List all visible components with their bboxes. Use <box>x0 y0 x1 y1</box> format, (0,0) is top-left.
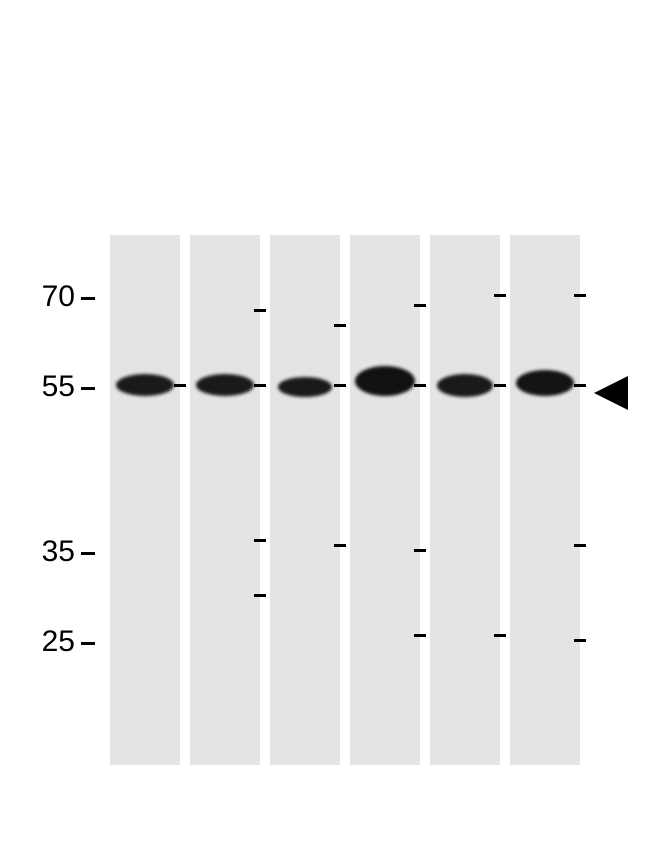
lane-tick-icon <box>254 539 266 542</box>
mw-marker-value: 70 <box>42 280 75 313</box>
blot-lane <box>270 235 340 765</box>
blot-lane <box>350 235 420 765</box>
lane-tick-icon <box>574 544 586 547</box>
lane-tick-icon <box>414 384 426 387</box>
blot-lane <box>510 235 580 765</box>
lane-background <box>270 235 340 765</box>
lane-tick-icon <box>174 384 186 387</box>
blot-lane <box>110 235 180 765</box>
protein-band <box>437 374 493 397</box>
lane-tick-icon <box>414 304 426 307</box>
lane-background <box>350 235 420 765</box>
mw-marker-value: 25 <box>42 625 75 658</box>
protein-band <box>355 366 415 396</box>
lane-background <box>190 235 260 765</box>
lane-tick-icon <box>254 384 266 387</box>
marker-dash-icon <box>81 642 95 645</box>
mw-marker-value: 55 <box>42 370 75 403</box>
lane-background <box>110 235 180 765</box>
protein-band <box>196 374 254 396</box>
protein-band <box>278 377 332 397</box>
protein-band <box>516 370 574 396</box>
lane-tick-icon <box>494 634 506 637</box>
lane-tick-icon <box>494 384 506 387</box>
marker-dash-icon <box>81 297 95 300</box>
blot-lane <box>430 235 500 765</box>
mw-marker-label: 35 <box>42 535 95 569</box>
lane-background <box>430 235 500 765</box>
lane-tick-icon <box>574 639 586 642</box>
blot-lane <box>190 235 260 765</box>
mw-marker-label: 55 <box>42 370 95 404</box>
marker-dash-icon <box>81 387 95 390</box>
lane-tick-icon <box>414 549 426 552</box>
lane-background <box>510 235 580 765</box>
marker-dash-icon <box>81 552 95 555</box>
lane-tick-icon <box>494 294 506 297</box>
mw-marker-label: 25 <box>42 625 95 659</box>
mw-marker-label: 70 <box>42 280 95 314</box>
mw-marker-value: 35 <box>42 535 75 568</box>
protein-band <box>116 374 174 396</box>
lane-tick-icon <box>254 309 266 312</box>
lane-tick-icon <box>334 384 346 387</box>
lane-tick-icon <box>414 634 426 637</box>
lane-tick-icon <box>334 324 346 327</box>
lane-tick-icon <box>574 294 586 297</box>
lane-tick-icon <box>334 544 346 547</box>
band-indicator-arrow-icon <box>594 376 628 410</box>
lane-tick-icon <box>574 384 586 387</box>
lane-tick-icon <box>254 594 266 597</box>
